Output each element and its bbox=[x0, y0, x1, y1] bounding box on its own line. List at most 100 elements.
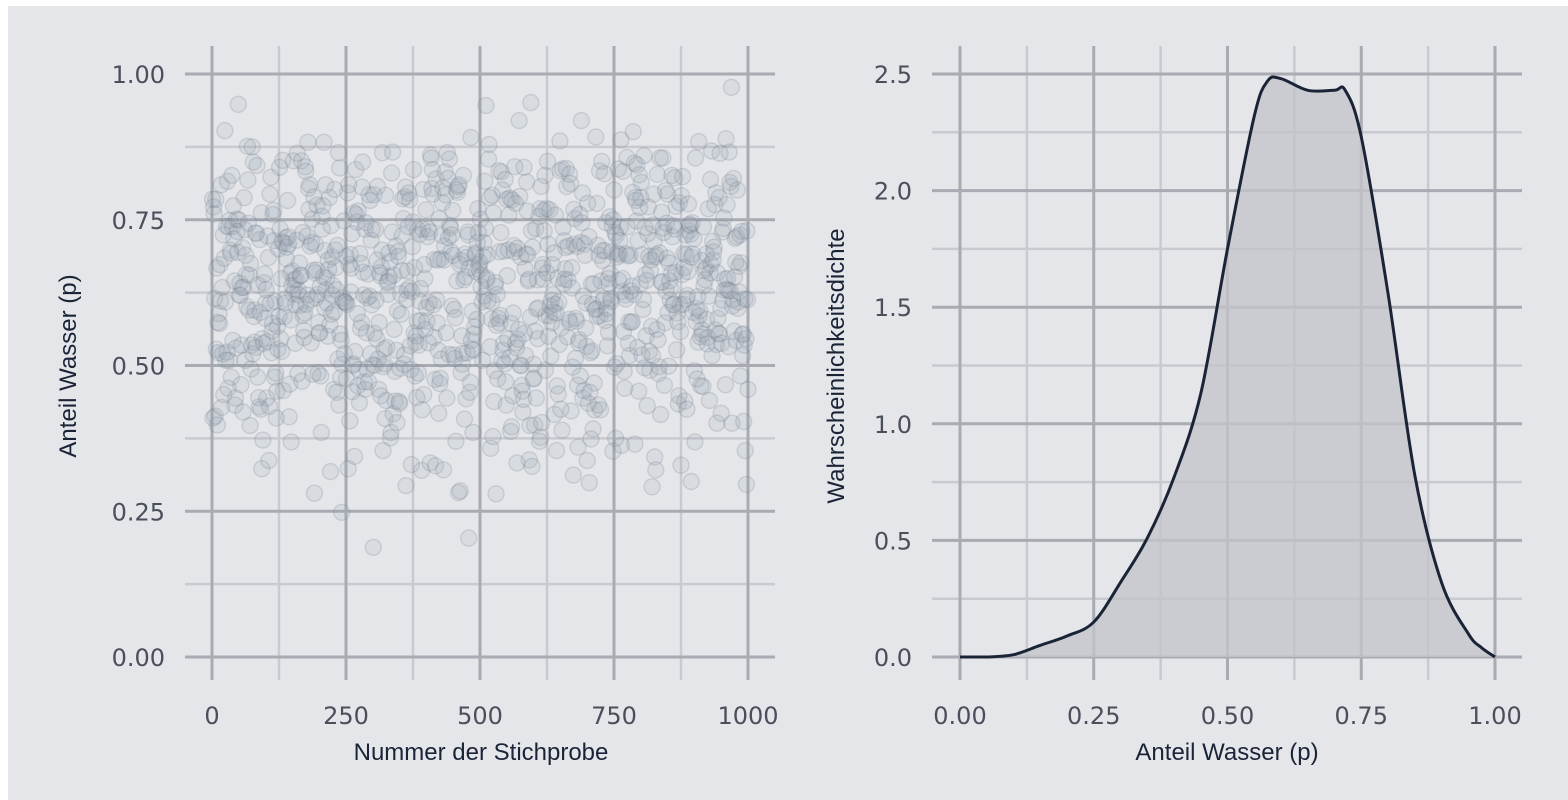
scatter-point bbox=[649, 365, 668, 383]
scatter-point bbox=[644, 216, 662, 234]
scatter-point bbox=[504, 304, 522, 322]
scatter-point bbox=[690, 307, 708, 325]
scatter-point bbox=[390, 392, 408, 411]
density-x-axis-label: Anteil Wasser (p) bbox=[1135, 739, 1318, 766]
scatter-point bbox=[243, 345, 262, 363]
scatter-point bbox=[235, 220, 254, 239]
scatter-point bbox=[716, 376, 735, 394]
scatter-point bbox=[360, 185, 378, 204]
scatter-point bbox=[635, 146, 653, 165]
scatter-point bbox=[660, 357, 678, 375]
scatter-point bbox=[617, 290, 635, 308]
scatter-point bbox=[504, 387, 522, 405]
scatter-point bbox=[464, 341, 483, 359]
scatter-point bbox=[330, 396, 348, 414]
scatter-point bbox=[674, 295, 692, 313]
scatter-point bbox=[514, 403, 532, 421]
scatter-point bbox=[427, 170, 445, 188]
scatter-point bbox=[272, 269, 290, 288]
scatter-point bbox=[714, 219, 732, 238]
scatter-point bbox=[547, 441, 566, 460]
scatter-point bbox=[346, 342, 364, 361]
scatter-point bbox=[630, 382, 648, 400]
scatter-point bbox=[633, 245, 652, 264]
scatter-point bbox=[344, 355, 363, 373]
scatter-point bbox=[715, 281, 734, 299]
scatter-point bbox=[712, 299, 730, 318]
scatter-point bbox=[544, 285, 562, 304]
scatter-point bbox=[602, 289, 620, 308]
scatter-point bbox=[256, 309, 274, 327]
scatter-point bbox=[463, 340, 482, 358]
scatter-point bbox=[450, 176, 468, 194]
scatter-point bbox=[413, 220, 432, 238]
density-panel: 0.00 0.25 0.50 0.75 1.00 0.0 0.5 1.0 1.5 2.0 2.5 A… bbox=[823, 46, 1522, 766]
scatter-point bbox=[437, 185, 455, 204]
scatter-point bbox=[255, 265, 274, 283]
scatter-point bbox=[245, 307, 263, 326]
scatter-point bbox=[566, 349, 585, 368]
scatter-point bbox=[378, 338, 396, 357]
scatter-point bbox=[614, 162, 632, 181]
scatter-point bbox=[736, 441, 754, 460]
scatter-point bbox=[379, 272, 397, 291]
scatter-point bbox=[276, 294, 295, 312]
scatter-point bbox=[676, 392, 694, 410]
scatter-point bbox=[621, 282, 640, 300]
scatter-point bbox=[655, 223, 673, 242]
scatter-point bbox=[579, 394, 597, 413]
scatter-point bbox=[726, 229, 744, 248]
scatter-point bbox=[362, 345, 380, 363]
scatter-panel: 0 250 500 750 1000 0.00 0.25 0.50 0.75 1.00 Numme… bbox=[55, 46, 779, 766]
scatter-point bbox=[342, 283, 360, 301]
scatter-point bbox=[212, 176, 230, 194]
scatter-point bbox=[546, 206, 565, 224]
scatter-point bbox=[718, 195, 736, 214]
scatter-point bbox=[643, 478, 661, 496]
scatter-point bbox=[228, 243, 247, 262]
scatter-point bbox=[219, 217, 238, 236]
scatter-point bbox=[289, 365, 307, 383]
scatter-point bbox=[739, 380, 757, 399]
scatter-point bbox=[394, 190, 412, 208]
scatter-point bbox=[626, 188, 645, 207]
scatter-point bbox=[429, 341, 447, 359]
scatter-point bbox=[721, 173, 739, 192]
scatter-point bbox=[225, 272, 244, 290]
scatter-point bbox=[240, 301, 258, 319]
scatter-point bbox=[668, 341, 686, 359]
scatter-point bbox=[511, 356, 529, 375]
scatter-point bbox=[305, 484, 324, 502]
scatter-point bbox=[464, 423, 482, 442]
scatter-point bbox=[313, 207, 331, 226]
scatter-point bbox=[440, 345, 458, 364]
scatter-point bbox=[702, 255, 720, 273]
scatter-point bbox=[573, 213, 591, 232]
scatter-point bbox=[470, 255, 488, 274]
scatter-point bbox=[243, 138, 261, 156]
scatter-point bbox=[569, 438, 587, 456]
scatter-point bbox=[688, 288, 707, 306]
scatter-point bbox=[363, 220, 381, 238]
scatter-point bbox=[511, 187, 529, 206]
scatter-point bbox=[277, 250, 296, 268]
scatter-point bbox=[249, 276, 267, 294]
scatter-point bbox=[619, 247, 637, 265]
scatter-point bbox=[391, 359, 409, 378]
scatter-point bbox=[422, 146, 440, 164]
scatter-point bbox=[388, 302, 407, 320]
scatter-point bbox=[463, 302, 481, 320]
scatter-point bbox=[728, 181, 746, 199]
scatter-point bbox=[663, 227, 682, 246]
scatter-point bbox=[700, 287, 718, 305]
scatter-point bbox=[417, 299, 436, 317]
scatter-point bbox=[567, 309, 585, 327]
scatter-point bbox=[247, 338, 265, 357]
scatter-point bbox=[234, 403, 252, 421]
scatter-point bbox=[296, 304, 314, 322]
scatter-point bbox=[732, 222, 751, 241]
scatter-point bbox=[212, 398, 231, 417]
scatter-point bbox=[629, 231, 647, 250]
scatter-point bbox=[730, 283, 749, 301]
scatter-point bbox=[670, 387, 688, 405]
